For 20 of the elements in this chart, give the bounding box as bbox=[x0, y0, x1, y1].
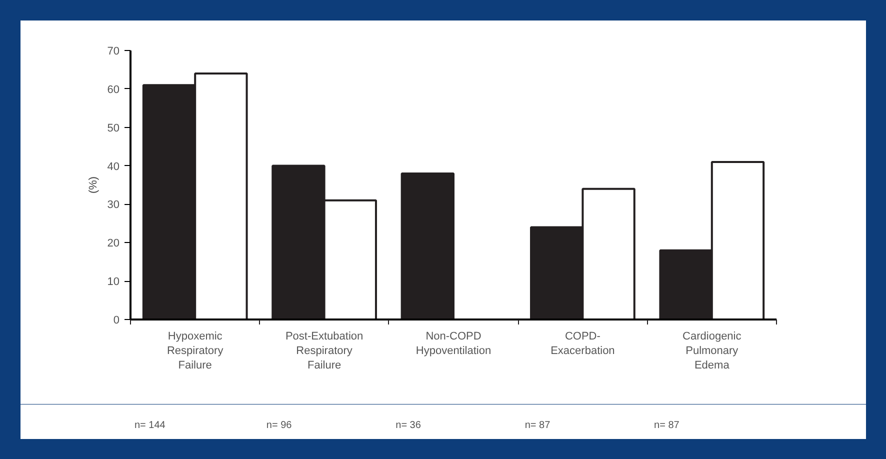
text: n= 36 bbox=[396, 420, 422, 431]
y-tick-label: 60 bbox=[107, 84, 120, 96]
x-tick-label: Non-COPD Hypoventilation bbox=[416, 330, 492, 357]
x-tick-label: Cardiogenic Pulmonary Edema bbox=[682, 330, 742, 372]
y-tick-label: 40 bbox=[107, 160, 120, 173]
text: n= 96 bbox=[266, 420, 292, 431]
y-tick-label: 20 bbox=[107, 238, 120, 250]
x-tick-label: Post-Extubation Respiratory Failure bbox=[285, 330, 364, 372]
y-tick-label: 10 bbox=[107, 276, 120, 288]
text: n= 87 bbox=[524, 420, 551, 431]
y-tick-label: 0 bbox=[113, 314, 120, 326]
y-tick-label: 50 bbox=[107, 122, 120, 134]
x-tick-label: Hypoxemic Respiratory Failure bbox=[166, 330, 224, 372]
x-tick-label: COPD- Exacerbation bbox=[550, 330, 615, 357]
text: n= 87 bbox=[654, 420, 680, 431]
bar bbox=[400, 172, 454, 320]
y-tick-label: 30 bbox=[107, 199, 120, 212]
y-axis-title: (%) bbox=[87, 176, 100, 194]
text: n= 144 bbox=[134, 420, 166, 431]
y-tick-label: 70 bbox=[107, 46, 120, 58]
